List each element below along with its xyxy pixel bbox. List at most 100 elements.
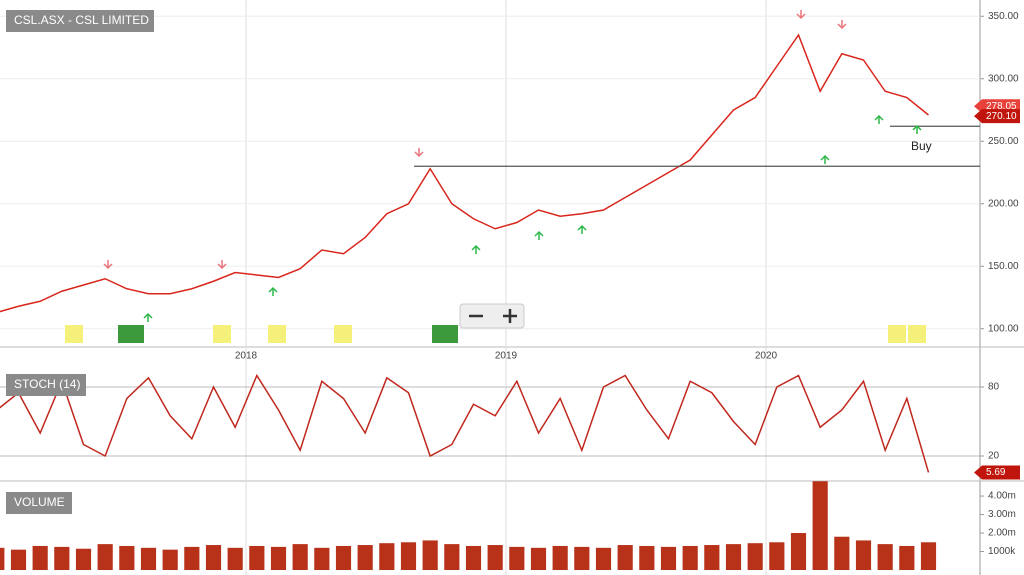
y-tick-label: 200.00 bbox=[988, 198, 1019, 209]
volume-bar bbox=[509, 546, 525, 570]
x-tick-label: 2019 bbox=[495, 351, 518, 362]
volume-bar bbox=[422, 540, 438, 570]
drawing-marker bbox=[888, 325, 906, 343]
price-tag-label: 270.10 bbox=[986, 111, 1017, 122]
volume-bar bbox=[97, 544, 113, 570]
volume-bar bbox=[119, 545, 135, 570]
panel-title-box bbox=[6, 374, 86, 396]
y-tick-label: 1000k bbox=[988, 546, 1016, 557]
sell-arrow bbox=[103, 260, 113, 270]
volume-bar bbox=[812, 481, 828, 570]
volume-bar bbox=[704, 545, 720, 570]
y-tick-label: 300.00 bbox=[988, 73, 1019, 84]
buy-arrow bbox=[471, 244, 481, 254]
volume-bar bbox=[639, 545, 655, 570]
y-tick-label: 150.00 bbox=[988, 261, 1019, 272]
volume-bar bbox=[205, 545, 222, 570]
y-tick-label: 4.00m bbox=[988, 491, 1016, 502]
y-tick-label: 250.00 bbox=[988, 136, 1019, 147]
y-tick-label: 20 bbox=[988, 451, 1000, 462]
buy-arrow bbox=[534, 230, 544, 240]
volume-bar bbox=[682, 545, 698, 570]
buy-arrow bbox=[874, 114, 884, 124]
price-tag-label: 278.05 bbox=[986, 101, 1017, 112]
y-tick-label: 350.00 bbox=[988, 11, 1019, 22]
buy-arrow bbox=[820, 154, 830, 164]
volume-bar bbox=[184, 546, 200, 570]
price-line bbox=[0, 373, 930, 473]
drawing-marker bbox=[65, 325, 83, 343]
y-tick-label: 3.00m bbox=[988, 509, 1016, 520]
event-marker bbox=[118, 325, 144, 343]
plot-layer bbox=[0, 0, 980, 575]
volume-bar bbox=[855, 540, 872, 570]
y-tick-label: 2.00m bbox=[988, 528, 1016, 539]
x-tick-label: 2018 bbox=[235, 351, 258, 362]
panel-title-box bbox=[6, 492, 72, 514]
volume-bar bbox=[487, 545, 503, 570]
buy-arrow bbox=[143, 312, 153, 322]
drawing-marker bbox=[334, 325, 352, 343]
volume-bar bbox=[314, 547, 330, 570]
volume-bar bbox=[75, 548, 92, 570]
volume-bar bbox=[530, 547, 547, 570]
price-tag bbox=[974, 465, 1020, 480]
volume-bar bbox=[54, 546, 70, 570]
volume-bar bbox=[32, 545, 48, 570]
y-tick-label: 100.00 bbox=[988, 323, 1019, 334]
overlay: 2018 2019 2020 100.00 150.00 200.00 250.00 300.… bbox=[6, 10, 1020, 557]
event-marker bbox=[432, 325, 458, 343]
volume-bar bbox=[725, 544, 742, 570]
panel-title: CSL.ASX - CSL LIMITED bbox=[14, 13, 149, 27]
volume-bar bbox=[249, 545, 265, 570]
sell-arrow bbox=[217, 260, 227, 270]
volume-bar bbox=[227, 547, 243, 570]
volume-bar bbox=[574, 546, 590, 570]
buy-arrow bbox=[577, 224, 587, 234]
volume-bar bbox=[379, 543, 395, 570]
drawing-marker bbox=[213, 325, 231, 343]
volume-bar bbox=[790, 533, 807, 570]
annotation: Buy bbox=[911, 139, 932, 153]
price-line bbox=[0, 33, 929, 313]
volume-bar bbox=[552, 545, 568, 570]
volume-bar bbox=[162, 549, 178, 570]
sell-arrow bbox=[837, 20, 847, 30]
volume-bar bbox=[0, 547, 5, 570]
volume-bar bbox=[140, 547, 157, 570]
y-tick-label: 80 bbox=[988, 382, 1000, 393]
volume-bar bbox=[834, 536, 850, 570]
volume-bar bbox=[292, 544, 308, 570]
x-tick-label: 2020 bbox=[755, 351, 778, 362]
panel-title: VOLUME bbox=[14, 495, 65, 509]
volume-bar bbox=[920, 542, 937, 570]
panel-title: STOCH (14) bbox=[14, 377, 80, 391]
volume-bar bbox=[335, 545, 352, 570]
volume-bar bbox=[747, 543, 763, 570]
price-tag-label: 5.69 bbox=[986, 467, 1006, 478]
zoom-controls bbox=[459, 303, 525, 329]
volume-bar bbox=[465, 545, 482, 570]
volume-bar bbox=[877, 544, 893, 570]
volume-bar bbox=[444, 544, 460, 570]
volume-bar bbox=[617, 545, 633, 570]
volume-bar bbox=[400, 542, 417, 570]
drawing-marker bbox=[908, 325, 926, 343]
price-tag bbox=[974, 109, 1020, 124]
volume-bar bbox=[899, 545, 915, 570]
buy-arrow bbox=[912, 124, 922, 134]
volume-bar bbox=[769, 542, 785, 570]
zoom-box bbox=[459, 303, 525, 329]
volume-bar bbox=[270, 546, 287, 570]
buy-arrow bbox=[268, 286, 278, 296]
volume-bar bbox=[357, 545, 373, 570]
panel-title-box bbox=[6, 10, 154, 32]
volume-bar bbox=[595, 547, 612, 570]
drawing-marker bbox=[268, 325, 286, 343]
sell-arrow bbox=[796, 10, 806, 20]
volume-bar bbox=[660, 546, 677, 570]
volume-bar bbox=[10, 549, 27, 570]
sell-arrow bbox=[414, 148, 424, 158]
